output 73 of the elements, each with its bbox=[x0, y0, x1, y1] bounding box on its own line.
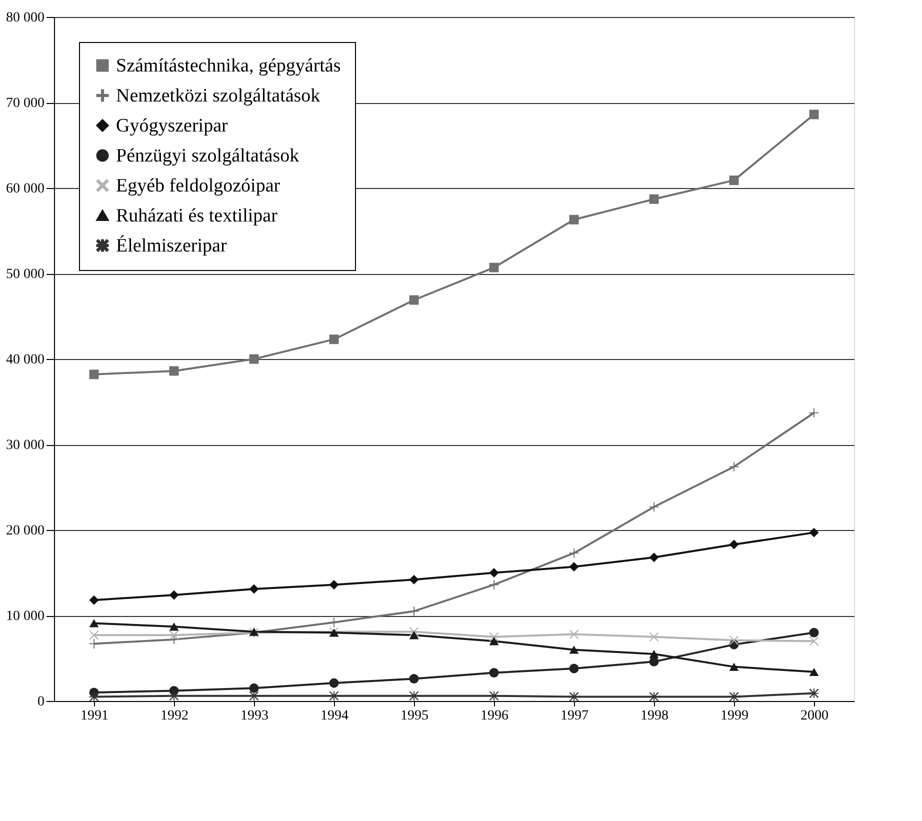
point bbox=[489, 637, 499, 646]
point bbox=[649, 650, 659, 658]
point bbox=[329, 618, 339, 628]
point bbox=[329, 334, 339, 344]
y-tick-label: 10 000 bbox=[6, 609, 44, 624]
y-tick-label: 50 000 bbox=[6, 267, 44, 282]
point bbox=[89, 595, 99, 605]
point bbox=[489, 580, 499, 590]
point bbox=[809, 628, 819, 638]
point bbox=[409, 674, 419, 684]
point bbox=[489, 262, 499, 272]
point bbox=[569, 630, 579, 639]
x-tick-label: 1999 bbox=[720, 708, 748, 724]
point bbox=[249, 683, 259, 693]
point bbox=[409, 295, 419, 305]
point bbox=[809, 668, 819, 676]
point bbox=[329, 580, 339, 590]
y-tick-label: 20 000 bbox=[6, 524, 44, 538]
legend-label: Gyógyszeripar bbox=[116, 116, 229, 136]
point bbox=[89, 692, 99, 702]
point bbox=[649, 194, 659, 204]
legend-label: Élelmiszeripar bbox=[116, 234, 228, 256]
legend-label: Nemzetközi szolgáltatások bbox=[116, 86, 321, 106]
point bbox=[489, 568, 499, 578]
legend-label: Számítástechnika, gépgyártás bbox=[116, 56, 341, 76]
point bbox=[569, 646, 579, 654]
point bbox=[249, 584, 259, 594]
x-tick-label: 1992 bbox=[160, 708, 188, 724]
point bbox=[809, 408, 819, 418]
point bbox=[569, 548, 579, 558]
legend-label: Pénzügyi szolgáltatások bbox=[116, 146, 300, 166]
x-tick-label: 2000 bbox=[800, 708, 828, 724]
point bbox=[809, 528, 819, 538]
y-tick-label: 0 bbox=[38, 694, 44, 710]
y-tick-label: 40 000 bbox=[6, 352, 44, 368]
x-tick-label: 1993 bbox=[240, 708, 268, 724]
point bbox=[729, 540, 739, 550]
x-tick-label: 1996 bbox=[480, 708, 508, 724]
y-tick-label: 70 000 bbox=[6, 96, 44, 111]
point bbox=[489, 668, 499, 678]
y-tick-label: 60 000 bbox=[6, 182, 44, 196]
point bbox=[649, 552, 659, 562]
point bbox=[169, 622, 179, 631]
point bbox=[329, 678, 339, 688]
point bbox=[409, 574, 419, 584]
point bbox=[569, 692, 579, 702]
point bbox=[649, 656, 659, 666]
x-tick-label: 1998 bbox=[640, 708, 668, 724]
point bbox=[729, 176, 739, 186]
y-tick-label: 30 000 bbox=[6, 438, 44, 453]
point bbox=[89, 370, 99, 380]
x-tick-label: 1997 bbox=[560, 708, 588, 724]
point bbox=[409, 631, 419, 640]
point bbox=[569, 664, 579, 674]
point bbox=[649, 502, 659, 512]
y-tick-label: 80 000 bbox=[6, 10, 44, 26]
point bbox=[809, 688, 819, 698]
point bbox=[569, 214, 579, 224]
x-tick-label: 1991 bbox=[80, 708, 108, 724]
legend-label: Ruházati és textilipar bbox=[116, 206, 278, 226]
point bbox=[729, 636, 739, 645]
point bbox=[169, 590, 179, 600]
point bbox=[569, 562, 579, 572]
legend-label: Egyéb feldolgozóipar bbox=[116, 176, 281, 196]
point bbox=[809, 110, 819, 120]
point bbox=[169, 366, 179, 376]
point bbox=[729, 662, 739, 671]
point bbox=[729, 692, 739, 702]
point bbox=[649, 692, 659, 702]
point bbox=[89, 619, 99, 628]
x-tick-label: 1994 bbox=[320, 708, 348, 724]
point bbox=[249, 354, 259, 364]
x-tick-label: 1995 bbox=[400, 708, 428, 724]
